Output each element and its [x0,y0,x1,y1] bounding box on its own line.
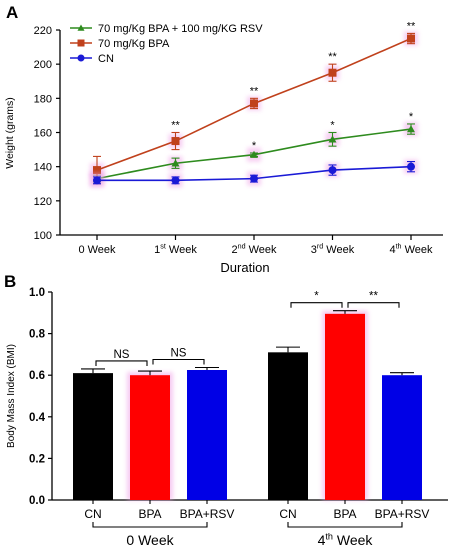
series-square: ******** [90,20,418,185]
y-tick-label: 100 [34,230,52,242]
panel-b-label: B [4,272,16,291]
y-tick-label: 0.6 [29,370,45,382]
triangle-marker [407,125,415,133]
bar-category-label: CN [84,507,101,521]
x-tick-label: 3rd Week [311,243,355,256]
y-tick-label: 180 [34,93,52,105]
square-marker [250,99,258,108]
legend-label: 70 mg/Kg BPA [98,38,170,50]
comparison-label: NS [171,348,187,360]
comparison-bracket [290,302,343,308]
series-triangle: *** [90,111,418,186]
bar [325,313,365,500]
square-marker [77,39,85,47]
series-circle [90,159,418,188]
group-bracket [287,522,403,528]
circle-marker [328,166,337,175]
bar-category-label: BPA [138,507,161,521]
bar [382,375,422,500]
group-label: 0 Week [126,532,174,548]
panel-a-y-label: Weight (grams) [4,97,16,169]
significance-label: ** [328,51,337,63]
significance-label: ** [407,20,416,32]
triangle-marker [328,135,337,143]
x-tick-label: 1st Week [154,243,197,256]
panel-a-x-ticks: 0 Week 1st Week 2nd Week 3rd Week 4th Week [78,235,433,256]
x-tick-label: 4th Week [389,243,433,256]
bar-category-label: BPA [333,507,356,521]
significance-label: ** [171,120,180,132]
panel-b-group-labels: 0 Week 4th Week [92,522,403,548]
y-tick-label: 0.0 [29,495,45,507]
bar [73,373,113,500]
comparison-bracket [95,360,148,366]
significance-label: * [330,120,335,132]
y-tick-label: 1.0 [29,287,45,299]
y-tick-label: 160 [34,128,52,140]
comparison-label: * [314,291,319,303]
y-tick-label: 0.2 [29,453,45,465]
bar-category-label: BPA+RSV [180,507,235,521]
comparison-label: ** [369,291,378,303]
circle-marker [407,162,415,171]
bar-category-label: CN [279,507,296,521]
y-tick-label: 140 [34,162,52,174]
bar [187,370,227,500]
panel-b-y-label: Body Mass Index (BMI) [6,344,17,448]
group-label: 4th Week [318,531,374,548]
square-marker [93,166,101,175]
panel-b-plot: 0.0 0.2 0.4 0.6 0.8 1.0 CN BPA BPA+RSV NS NS CN BPA… [29,287,448,548]
square-marker [407,34,415,43]
significance-label: * [409,111,414,123]
significance-label: * [252,140,257,152]
square-marker [171,137,180,146]
triangle-marker [250,150,258,158]
significance-label: ** [250,85,259,97]
circle-marker [93,176,101,185]
y-tick-label: 220 [34,25,52,37]
triangle-marker [171,159,180,167]
bar-category-label: BPA+RSV [375,507,430,521]
y-tick-label: 0.4 [29,412,46,424]
y-tick-label: 0.8 [29,329,46,341]
panel-a-series: *********** [90,20,418,188]
panel-a-y-ticks: 100 120 140 160 180 200 220 [34,25,60,242]
panel-a-x-label: Duration [220,260,269,275]
comparison-bracket [152,358,205,365]
x-tick-label: 0 Week [78,244,116,256]
legend-label: 70 mg/Kg BPA + 100 mg/KG RSV [98,23,263,35]
comparison-bracket [347,302,400,308]
group-bracket [92,522,208,528]
triangle-marker [77,24,85,31]
bar [268,352,308,500]
circle-marker [77,54,85,62]
square-marker [328,68,337,77]
y-tick-label: 200 [34,59,52,71]
panel-a-label: A [6,3,18,22]
bar [130,375,170,500]
comparison-label: NS [114,349,130,361]
legend-label: CN [98,53,114,65]
panel-a-plot: 100 120 140 160 180 200 220 0 Week 1st Week 2nd … [34,20,443,256]
x-tick-label: 2nd Week [231,243,277,256]
panel-b-y-ticks: 0.0 0.2 0.4 0.6 0.8 1.0 [29,287,52,507]
circle-marker [171,176,180,185]
circle-marker [250,174,258,183]
panel-a-legend: 70 mg/Kg BPA + 100 mg/KG RSV 70 mg/Kg BPA… [70,23,263,65]
y-tick-label: 120 [34,196,52,208]
